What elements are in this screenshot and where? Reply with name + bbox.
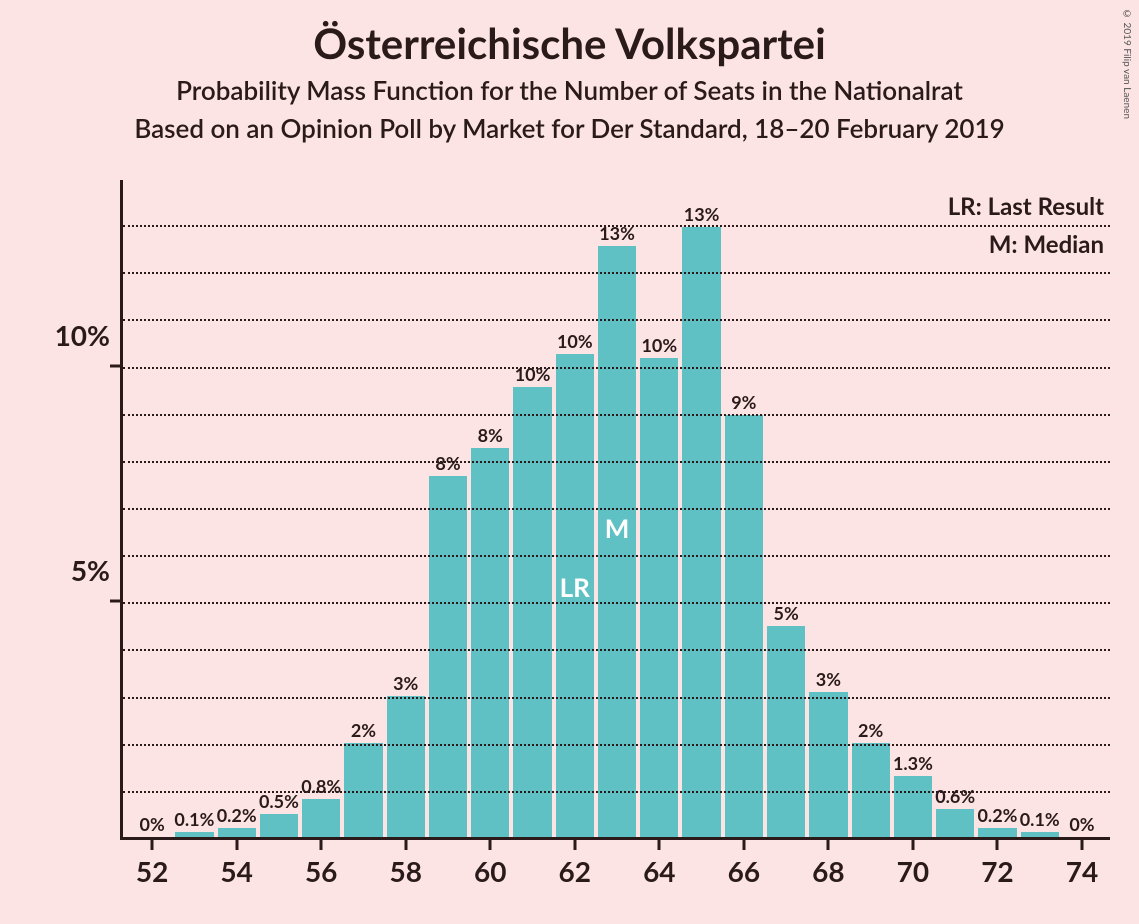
- gridline-major: [123, 367, 1110, 369]
- bar-value-label: 0%: [140, 813, 165, 835]
- x-tick-label: 62: [559, 840, 591, 888]
- bar-slot: 2%: [851, 180, 891, 840]
- bar-value-label: 2%: [858, 719, 883, 741]
- x-tick-label: 56: [305, 840, 337, 888]
- x-tick-label: 72: [981, 840, 1013, 888]
- gridline-minor: [123, 319, 1110, 321]
- bar: 0.5%: [260, 814, 298, 837]
- bar-slot: 10%: [512, 180, 552, 840]
- gridline-minor: [123, 791, 1110, 793]
- bar-slot: 8%: [428, 180, 468, 840]
- bar: 8%: [471, 448, 509, 838]
- x-tick-label: 60: [474, 840, 506, 888]
- bar: 0.1%: [175, 832, 213, 837]
- bar-value-label: 10%: [641, 334, 677, 356]
- bar: 0.2%: [218, 828, 256, 837]
- gridline-minor: [123, 744, 1110, 746]
- bar: 3%: [387, 696, 425, 837]
- bar-value-label: 0.2%: [217, 804, 257, 826]
- bar: 0.8%: [302, 799, 340, 837]
- bar-value-label: 0.2%: [977, 804, 1017, 826]
- x-tick-label: 70: [897, 840, 929, 888]
- y-tick-mark: [110, 364, 122, 367]
- bar-value-label: 3%: [393, 672, 418, 694]
- chart-subtitle-2: Based on an Opinion Poll by Market for D…: [0, 106, 1139, 144]
- x-tick-label: 66: [728, 840, 760, 888]
- x-tick-label: 58: [389, 840, 421, 888]
- gridline-major: [123, 602, 1110, 604]
- x-tick-label: 54: [220, 840, 252, 888]
- x-tick-label: 74: [1066, 840, 1098, 888]
- bar-annotation: LR: [560, 571, 590, 603]
- bar: 8%: [429, 476, 467, 837]
- bar: 1.3%: [894, 776, 932, 837]
- bar: 5%: [767, 626, 805, 837]
- bar-value-label: 10%: [557, 330, 593, 352]
- bar-value-label: 0.6%: [935, 785, 975, 807]
- y-axis: [120, 180, 123, 840]
- bar-slot: 3%68: [808, 180, 848, 840]
- bar-value-label: 2%: [351, 719, 376, 741]
- bar: 0.1%: [1021, 832, 1059, 837]
- gridline-minor: [123, 225, 1110, 227]
- bar-slot: 0.8%56: [301, 180, 341, 840]
- bar-value-label: 8%: [478, 424, 503, 446]
- copyright-text: © 2019 Filip van Laenen: [1121, 8, 1133, 119]
- bar-slot: 5%: [766, 180, 806, 840]
- bar-slot: 0.1%: [174, 180, 214, 840]
- x-tick-label: 68: [812, 840, 844, 888]
- bar-value-label: 5%: [774, 602, 799, 624]
- gridline-minor: [123, 649, 1110, 651]
- chart-title: Österreichische Volkspartei: [0, 0, 1139, 68]
- bar-slot: 8%60: [470, 180, 510, 840]
- gridline-minor: [123, 697, 1110, 699]
- bar-slot: 13%: [681, 180, 721, 840]
- bar-slot: 10%LR62: [555, 180, 595, 840]
- bar-value-label: 0.1%: [1020, 808, 1060, 830]
- gridline-minor: [123, 555, 1110, 557]
- bar-value-label: 13%: [684, 203, 720, 225]
- bar-slot: 0%74: [1062, 180, 1102, 840]
- bar-slot: 3%58: [386, 180, 426, 840]
- bar-slot: 0.2%54: [217, 180, 257, 840]
- bar-value-label: 0.1%: [174, 808, 214, 830]
- bar-slot: 0.2%72: [977, 180, 1017, 840]
- gridline-minor: [123, 414, 1110, 416]
- bar-slot: 2%: [343, 180, 383, 840]
- bar-slot: 13%M: [597, 180, 637, 840]
- bar-slot: 0.6%: [935, 180, 975, 840]
- y-tick-mark: [110, 600, 122, 603]
- bar: 10%: [640, 358, 678, 837]
- x-tick-label: 64: [643, 840, 675, 888]
- bars-container: 0%520.1%0.2%540.5%0.8%562%3%588%8%6010%1…: [132, 180, 1102, 840]
- bar-slot: 1.3%70: [893, 180, 933, 840]
- gridline-minor: [123, 461, 1110, 463]
- bar: 10%: [513, 387, 551, 838]
- bar: 13%M: [598, 246, 636, 837]
- plot-area: LR: Last Result M: Median 0%520.1%0.2%54…: [120, 180, 1120, 840]
- bar-slot: 0.5%: [259, 180, 299, 840]
- y-tick-label: 10%: [55, 318, 120, 352]
- bar: 0.2%: [978, 828, 1016, 837]
- chart-subtitle-1: Probability Mass Function for the Number…: [0, 68, 1139, 106]
- bar-slot: 10%64: [639, 180, 679, 840]
- y-tick-label: 5%: [71, 553, 120, 587]
- bar-slot: 0%52: [132, 180, 172, 840]
- gridline-minor: [123, 508, 1110, 510]
- bar-value-label: 1.3%: [893, 752, 933, 774]
- bar-value-label: 0.8%: [301, 775, 341, 797]
- bar: 10%LR: [556, 354, 594, 837]
- bar-value-label: 9%: [731, 391, 756, 413]
- bar: 0.6%: [936, 809, 974, 837]
- x-tick-label: 52: [136, 840, 168, 888]
- bar-slot: 9%66: [724, 180, 764, 840]
- bar: 9%: [725, 415, 763, 837]
- bar-value-label: 0%: [1069, 813, 1094, 835]
- gridline-minor: [123, 272, 1110, 274]
- bar: 3%: [809, 692, 847, 837]
- bar-value-label: 3%: [816, 668, 841, 690]
- bar-slot: 0.1%: [1020, 180, 1060, 840]
- bar-annotation: M: [605, 512, 630, 544]
